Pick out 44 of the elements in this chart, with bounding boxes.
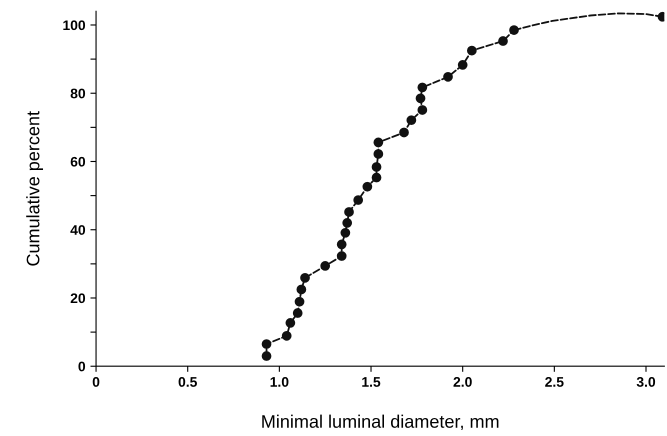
x-tick-label: 1.5	[362, 377, 380, 387]
y-tick-label: 20	[70, 293, 86, 304]
y-tick-label: 60	[70, 156, 86, 167]
x-tick-label: 0	[92, 377, 100, 387]
y-tick-label: 100	[63, 20, 86, 30]
y-tick-label: 40	[70, 225, 86, 235]
point	[262, 351, 272, 361]
point	[342, 218, 352, 228]
x-tick-label: 2.5	[545, 377, 564, 387]
point	[399, 128, 409, 138]
point	[416, 93, 426, 104]
point	[406, 115, 416, 126]
point	[498, 36, 508, 46]
y-axis-title: Cumulative percent	[26, 111, 44, 266]
point	[417, 105, 428, 115]
x-tick-label: 1.0	[270, 377, 288, 387]
point	[296, 284, 306, 294]
x-tick-label: 3.0	[636, 377, 656, 387]
point	[320, 261, 330, 271]
x-axis-title: Minimal luminal diameter, mm	[262, 414, 498, 430]
point	[344, 207, 354, 217]
point	[262, 339, 272, 349]
point	[372, 172, 382, 182]
point	[362, 182, 372, 192]
point	[286, 318, 296, 328]
point	[340, 228, 350, 238]
x-tick-label: 2.0	[454, 377, 472, 387]
y-tick-label: 0	[78, 362, 86, 372]
x-tick-label: 0.5	[178, 377, 197, 387]
point	[417, 82, 428, 92]
point	[336, 240, 347, 250]
point	[372, 162, 382, 172]
point	[458, 60, 468, 70]
y-tick-label: 80	[70, 88, 86, 98]
point	[292, 308, 303, 318]
point	[466, 46, 477, 56]
point	[336, 251, 347, 261]
point	[294, 296, 304, 307]
point	[373, 138, 384, 148]
point	[282, 331, 292, 341]
point	[300, 272, 310, 283]
point	[443, 72, 453, 82]
point	[373, 149, 384, 159]
point	[353, 195, 364, 205]
